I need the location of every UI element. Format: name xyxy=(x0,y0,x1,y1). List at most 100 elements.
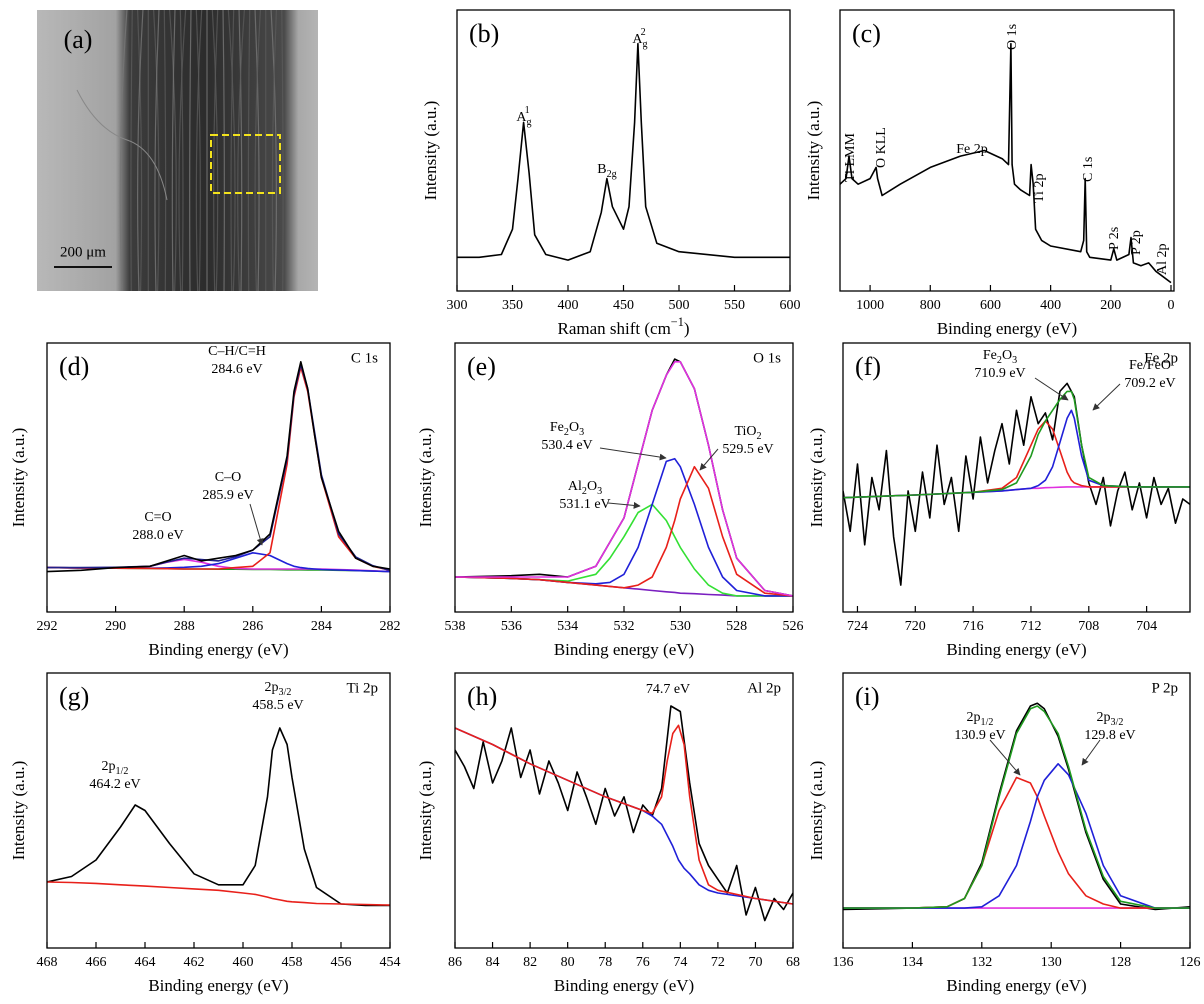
text-segment: B xyxy=(597,162,606,177)
texture-line xyxy=(119,9,128,292)
spectrum-line xyxy=(840,42,1172,284)
text-segment: ) xyxy=(684,319,690,338)
peak-annotation: Ag1 xyxy=(516,105,531,128)
texture-line xyxy=(189,9,192,292)
x-tick-label: 286 xyxy=(242,619,263,634)
text-segment: 1 xyxy=(525,105,530,116)
peak-annotation: Ti LMM xyxy=(843,133,858,182)
peak-annotation: 284.6 eV xyxy=(211,362,262,377)
texture-line xyxy=(130,9,133,292)
x-axis-label: Binding energy (eV) xyxy=(946,976,1086,995)
core-level-label: Fe 2p xyxy=(1144,350,1178,366)
texture-line xyxy=(254,9,260,292)
texture-line xyxy=(213,9,219,292)
annotation-arrow xyxy=(599,447,667,461)
peak-annotation: 458.5 eV xyxy=(252,698,303,713)
peak-annotation: B2g xyxy=(597,162,616,180)
panel-label: (b) xyxy=(469,19,499,48)
plot-frame xyxy=(46,342,391,613)
text-segment: Al xyxy=(568,479,582,494)
x-tick-label: 288 xyxy=(174,619,195,634)
spectrum-line xyxy=(843,382,1190,586)
text-segment: 2p xyxy=(102,759,116,774)
peak-annotation: 2p3/2 xyxy=(1097,710,1124,728)
x-axis-label: Binding energy (eV) xyxy=(148,976,288,995)
spectrum-line xyxy=(47,366,390,572)
x-tick-label: 126 xyxy=(1180,955,1201,970)
region-box xyxy=(210,134,281,194)
texture-line xyxy=(169,9,177,292)
texture-line xyxy=(238,9,243,292)
peak-annotation: C–H/C=H xyxy=(208,344,266,359)
x-tick-label: 82 xyxy=(523,955,537,970)
peak-annotation: 288.0 eV xyxy=(132,528,183,543)
texture-line xyxy=(271,9,278,292)
peak-annotation: Al 2p xyxy=(1155,244,1170,276)
spectrum-line xyxy=(47,361,390,573)
x-tick-label: 500 xyxy=(669,298,690,313)
peak-annotation: P 2s xyxy=(1107,227,1122,250)
peak-annotation: 285.9 eV xyxy=(202,488,253,503)
peak-annotation: 130.9 eV xyxy=(954,728,1005,743)
text-segment: g xyxy=(527,117,532,128)
spectrum-line xyxy=(455,727,793,905)
texture-line xyxy=(247,9,251,292)
texture-line xyxy=(178,9,187,292)
x-tick-label: 136 xyxy=(833,955,854,970)
peak-annotation: 2p1/2 xyxy=(967,710,994,728)
x-axis-label: Raman shift (cm−1) xyxy=(557,315,689,338)
texture-line xyxy=(154,9,160,292)
peak-annotation: Fe2O3 xyxy=(550,420,584,438)
spectrum-line xyxy=(455,503,793,597)
spectrum-line xyxy=(843,776,1190,909)
panel-label: (c) xyxy=(852,19,881,48)
spectrum-line xyxy=(457,42,790,261)
peak-annotation: Fe/FeO xyxy=(1129,358,1171,373)
text-segment: Fe xyxy=(983,348,997,363)
text-segment: 3 xyxy=(579,427,584,438)
spectrum-line xyxy=(455,705,793,922)
text-segment: g xyxy=(643,39,648,50)
x-tick-label: 716 xyxy=(963,619,984,634)
text-segment: O xyxy=(587,479,597,494)
peak-annotation: O 1s xyxy=(1005,24,1020,50)
x-tick-label: 600 xyxy=(780,298,801,313)
x-tick-label: 400 xyxy=(558,298,579,313)
peak-annotation: 74.7 eV xyxy=(646,682,690,697)
text-segment: 3/2 xyxy=(279,687,292,698)
panel-label: (d) xyxy=(59,352,89,381)
x-axis-label: Binding energy (eV) xyxy=(554,976,694,995)
plot-frame xyxy=(454,672,794,949)
peak-annotation: C=O xyxy=(144,510,171,525)
peak-annotation: O KLL xyxy=(874,127,889,168)
x-tick-label: 704 xyxy=(1136,619,1157,634)
texture-line xyxy=(136,9,143,292)
x-tick-label: 724 xyxy=(847,619,868,634)
spectrum-line xyxy=(843,705,1190,909)
x-tick-label: 460 xyxy=(233,955,254,970)
peak-annotation: 531.1 eV xyxy=(559,497,610,512)
x-tick-label: 466 xyxy=(86,955,107,970)
spectrum-line xyxy=(843,420,1190,499)
peak-annotation: TiO2 xyxy=(734,424,761,442)
x-tick-label: 84 xyxy=(486,955,500,970)
text-segment: 2 xyxy=(564,427,569,438)
x-axis-label: Binding energy (eV) xyxy=(946,640,1086,659)
annotation-arrow xyxy=(989,739,1021,776)
micrograph xyxy=(37,10,318,291)
spectrum-line xyxy=(455,358,793,597)
texture-line xyxy=(195,9,201,292)
annotation-arrow xyxy=(1092,383,1121,411)
text-segment: O xyxy=(569,420,579,435)
x-tick-label: 200 xyxy=(1100,298,1121,313)
y-axis-label: Intensity (a.u.) xyxy=(9,761,28,861)
texture-line xyxy=(211,9,219,292)
peak-annotation: 709.2 eV xyxy=(1124,376,1175,391)
text-segment: O xyxy=(1002,348,1012,363)
x-tick-label: 70 xyxy=(748,955,762,970)
plot-frame xyxy=(46,672,391,949)
texture-line xyxy=(171,9,176,292)
y-axis-label: Intensity (a.u.) xyxy=(416,428,435,528)
text-segment: 2p xyxy=(265,680,279,695)
texture-line xyxy=(153,9,160,292)
